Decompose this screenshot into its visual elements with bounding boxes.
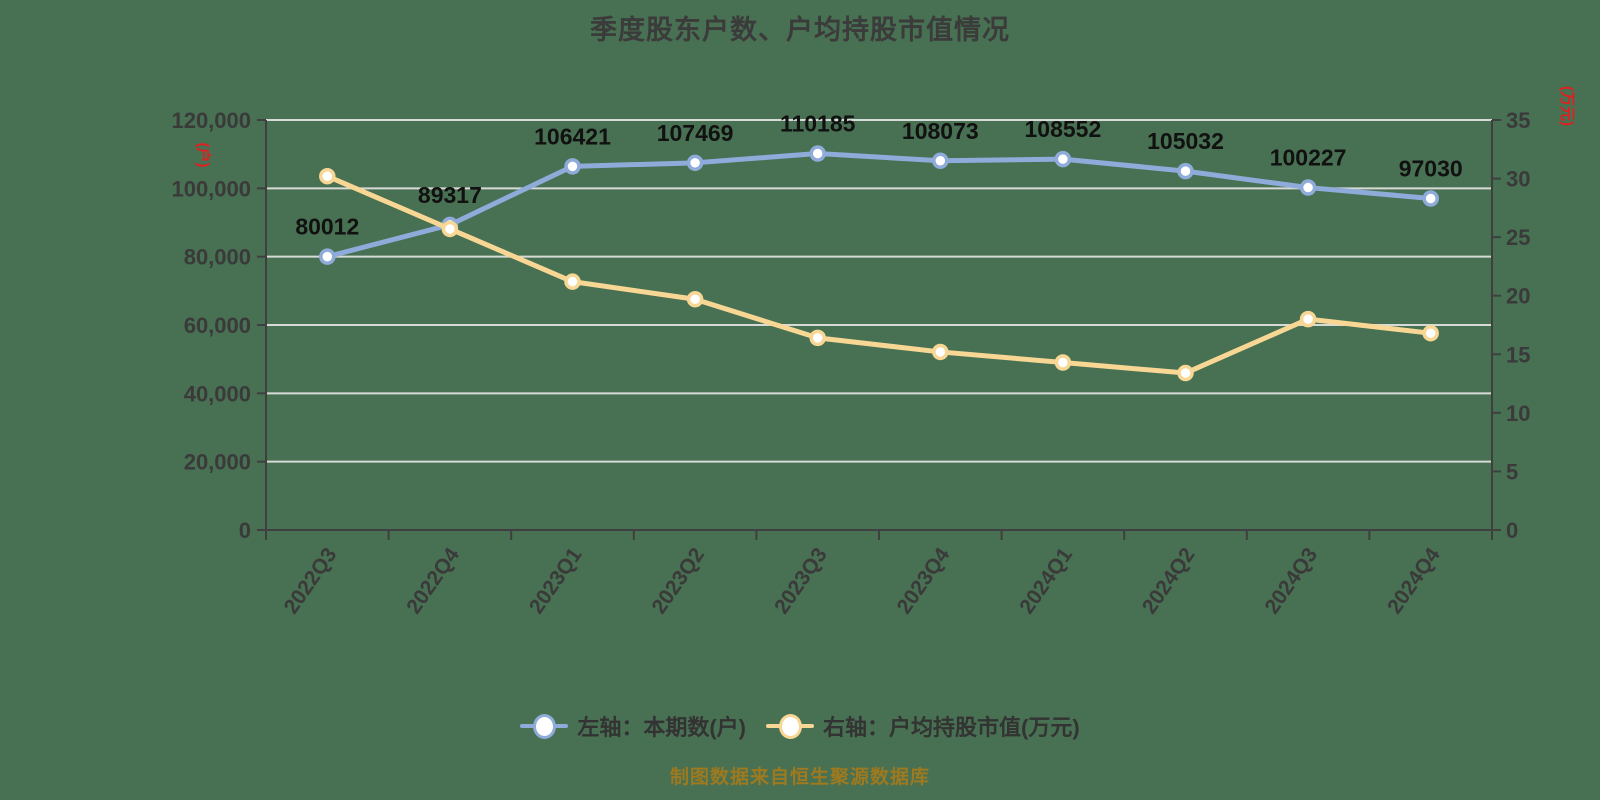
series-line-shareholder-count (324, 151, 1434, 260)
y-axis-right-tick-label: 0 (1506, 518, 1518, 543)
legend-label: 左轴：本期数(户) (577, 715, 746, 740)
legend-label: 右轴：户均持股市值(万元) (823, 715, 1080, 740)
data-label-2024Q4: 97030 (1399, 155, 1463, 181)
legend: 左轴：本期数(户) 右轴：户均持股市值(万元) (0, 710, 1600, 742)
data-point-2023Q4[interactable] (932, 343, 949, 361)
y-axis-right-tick-label: 30 (1506, 167, 1530, 192)
y-axis-left-tick-label: 0 (239, 518, 251, 543)
data-point-2023Q4[interactable] (932, 152, 949, 170)
series-line-avg-holding-value (324, 173, 1434, 376)
data-label-2023Q3: 110185 (780, 111, 856, 137)
y-axis-left-tick-label: 100,000 (171, 176, 251, 201)
data-point-2023Q1[interactable] (564, 158, 581, 175)
x-axis-label-2023Q4: 2023Q4 (893, 543, 955, 618)
x-axis-label-2024Q4: 2024Q4 (1383, 543, 1445, 618)
line-series-marker-icon (766, 712, 814, 740)
data-label-2024Q1: 108552 (1025, 116, 1102, 142)
x-axis-label-2024Q2: 2024Q2 (1138, 544, 1200, 618)
y-axis-left-tick-label: 20,000 (184, 450, 251, 475)
data-point-2024Q3[interactable] (1299, 310, 1317, 328)
x-axis-label-2024Q3: 2024Q3 (1260, 544, 1322, 618)
data-point-2023Q1[interactable] (564, 273, 581, 290)
data-label-2023Q1: 106421 (534, 123, 611, 149)
x-axis-label-2023Q1: 2023Q1 (525, 543, 587, 618)
x-axis-label-2022Q4: 2022Q4 (402, 543, 464, 618)
data-source-note: 制图数据来自恒生聚源数据库 (669, 767, 930, 788)
data-point-2022Q3[interactable] (319, 167, 336, 185)
data-point-2024Q4[interactable] (1422, 324, 1439, 342)
y-axis-right-tick-label: 20 (1506, 284, 1530, 309)
x-axis-label-2024Q1: 2024Q1 (1015, 543, 1077, 618)
y-axis-right-tick-label: 10 (1506, 401, 1530, 426)
y-axis-left-tick-label: 80,000 (184, 245, 251, 270)
y-axis-right-tick-label: 25 (1506, 225, 1530, 250)
y-axis-right-tick-label: 5 (1506, 459, 1518, 484)
data-point-2023Q3[interactable] (809, 329, 826, 347)
data-label-2022Q3: 80012 (295, 214, 359, 240)
data-point-2024Q2[interactable] (1177, 364, 1194, 382)
data-point-2024Q1[interactable] (1054, 150, 1072, 168)
y-axis-left-tick-label: 120,000 (171, 108, 251, 133)
y-axis-left-tick-label: 40,000 (184, 381, 251, 406)
data-label-2023Q4: 108073 (902, 118, 979, 144)
data-point-2023Q2[interactable] (686, 154, 704, 172)
data-label-2024Q3: 100227 (1270, 145, 1347, 171)
x-axis-label-2022Q3: 2022Q3 (280, 544, 342, 618)
data-point-2023Q2[interactable] (686, 290, 704, 308)
data-point-2024Q4[interactable] (1422, 190, 1439, 207)
legend-item-shareholder-count[interactable]: 左轴：本期数(户) (520, 710, 746, 742)
x-axis-label-2023Q3: 2023Q3 (770, 544, 832, 618)
data-point-2024Q2[interactable] (1177, 162, 1194, 180)
data-label-2023Q2: 107469 (657, 120, 734, 146)
legend-item-avg-holding-value[interactable]: 右轴：户均持股市值(万元) (766, 710, 1080, 742)
data-point-2024Q1[interactable] (1054, 354, 1072, 371)
data-label-2022Q4: 89317 (418, 182, 482, 208)
data-label-2024Q2: 105032 (1147, 128, 1224, 154)
y-axis-left-tick-label: 60,000 (184, 313, 251, 338)
y-axis-right-tick-label: 35 (1506, 108, 1530, 133)
line-series-marker-icon (520, 712, 569, 740)
y-axis-right-tick-label: 15 (1506, 342, 1530, 367)
data-point-2022Q3[interactable] (319, 248, 336, 265)
data-point-2024Q3[interactable] (1299, 179, 1317, 196)
x-axis-label-2023Q2: 2023Q2 (647, 544, 709, 618)
data-point-2023Q3[interactable] (809, 145, 826, 162)
chart-title: 季度股东户数、户均持股市值情况 (590, 15, 1010, 45)
data-point-2022Q4[interactable] (441, 220, 459, 238)
